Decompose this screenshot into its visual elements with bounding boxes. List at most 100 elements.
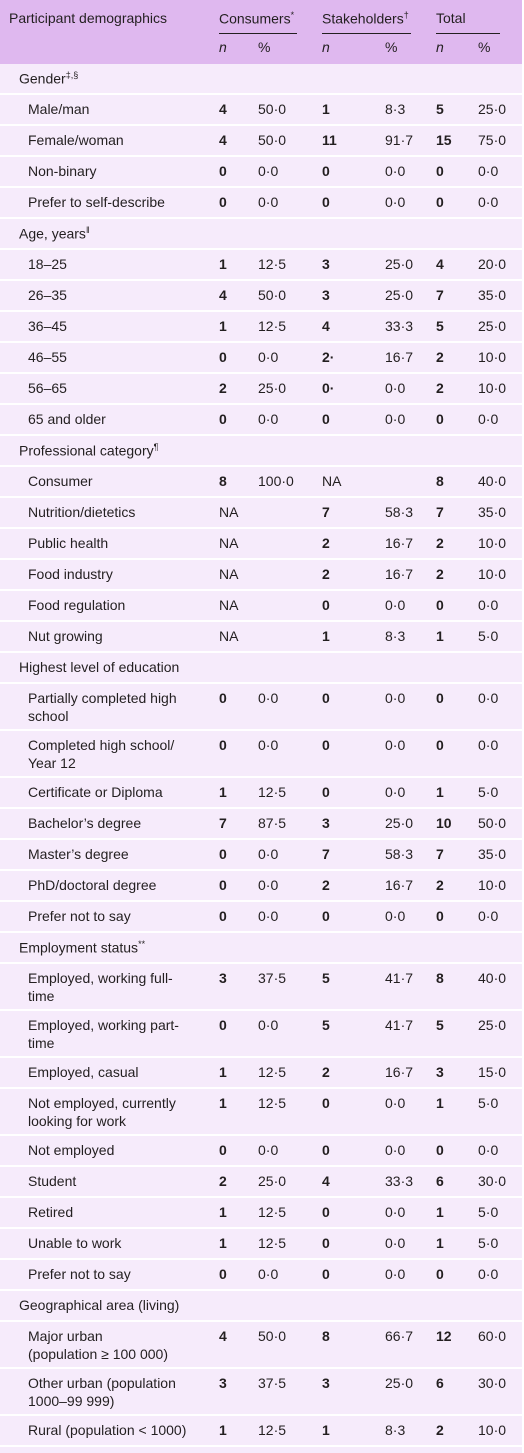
cell: 10·0 <box>478 535 507 551</box>
cell: 5·0 <box>478 1235 499 1251</box>
row-label: 56–65 <box>28 380 67 396</box>
cell: 2 <box>322 535 330 551</box>
cell: 5·0 <box>478 1204 499 1220</box>
section-row: Professional category¶ <box>0 436 522 467</box>
cell: 0·0 <box>385 163 406 179</box>
cell: 25·0 <box>478 318 507 334</box>
row-label: Master’s degree <box>28 846 129 862</box>
cell: 0·0 <box>258 411 279 427</box>
group-rule <box>436 33 500 34</box>
row-label: 46–55 <box>28 349 67 365</box>
cell: 6 <box>436 1375 444 1391</box>
data-row: Certificate or Diploma 1 12·5 0 0·0 1 5·0 <box>0 778 522 809</box>
data-row: Food regulation NA 0 0·0 0 0·0 <box>0 591 522 622</box>
row-label: 1000–99 999) <box>28 1393 115 1409</box>
row-label: Prefer not to say <box>28 1266 131 1282</box>
data-row: 65 and older 0 0·0 0 0·0 0 0·0 <box>0 405 522 436</box>
cell: 0·0 <box>385 690 406 706</box>
cell: 12·5 <box>258 256 287 272</box>
row-label: Unable to work <box>28 1235 122 1251</box>
cell: 12·5 <box>258 784 287 800</box>
cell: 0·0 <box>258 163 279 179</box>
cell: 0 <box>436 597 444 613</box>
cell: 4 <box>219 1328 227 1344</box>
cell: 41·7 <box>385 970 414 986</box>
data-row: Not employed 0 0·0 0 0·0 0 0·0 <box>0 1136 522 1167</box>
data-row: Female/woman 4 50·0 11 91·7 15 75·0 <box>0 126 522 157</box>
data-row: Master’s degree 0 0·0 7 58·3 7 35·0 <box>0 840 522 871</box>
cell: 0·0 <box>258 1017 279 1033</box>
cell: 16·7 <box>385 877 414 893</box>
cell: 91·7 <box>385 132 414 148</box>
cell: 11 <box>322 132 337 148</box>
cell: 0 <box>436 411 444 427</box>
row-label: PhD/doctoral degree <box>28 877 157 893</box>
cell: 16·7 <box>385 566 414 582</box>
group-label: Consumers <box>219 10 291 27</box>
cell: 0·0 <box>478 1142 499 1158</box>
row-label: 36–45 <box>28 318 67 334</box>
cell: 1 <box>436 1204 444 1220</box>
cell: 0·0 <box>478 194 499 210</box>
row-label: Employed, working part- <box>28 1017 179 1033</box>
cell: NA <box>219 504 239 520</box>
cell: 0 <box>322 1266 330 1282</box>
group-header: Stakeholders† <box>322 10 409 27</box>
cell: 0 <box>219 349 227 365</box>
cell: 0·0 <box>385 597 406 613</box>
cell: 2 <box>436 1422 444 1438</box>
cell: 10·0 <box>478 380 507 396</box>
cell: 0 <box>436 1266 444 1282</box>
cell: 25·0 <box>385 287 414 303</box>
cell: NA <box>219 597 239 613</box>
cell: 12·5 <box>258 1422 287 1438</box>
row-label: Retired <box>28 1204 74 1220</box>
cell: 7 <box>436 846 444 862</box>
data-row: PhD/doctoral degree 0 0·0 2 16·7 2 10·0 <box>0 871 522 902</box>
data-row: Bachelor’s degree 7 87·5 3 25·0 10 50·0 <box>0 809 522 840</box>
data-row: Completed high school/Year 12 0 0·0 0 0·0 0 0·… <box>0 731 522 778</box>
cell: 1 <box>322 628 330 644</box>
row-label: Food industry <box>28 566 113 582</box>
cell: 20·0 <box>478 256 507 272</box>
cell: 0 <box>322 908 330 924</box>
cell: 1 <box>322 1422 330 1438</box>
cell: 75·0 <box>478 132 507 148</box>
cell: 8·3 <box>385 101 406 117</box>
cell: 0·0 <box>258 690 279 706</box>
row-label: Nut growing <box>28 628 103 644</box>
cell: 0·0 <box>258 908 279 924</box>
cell: 0·0 <box>385 1095 406 1111</box>
cell: 3 <box>219 970 227 986</box>
data-row: Major urban (population ≥ 100 000) 4 50·0 8 6… <box>0 1322 522 1369</box>
cell: 66·7 <box>385 1328 414 1344</box>
cell: 7 <box>322 846 330 862</box>
cell: 4 <box>219 287 227 303</box>
cell: 4 <box>219 101 227 117</box>
data-row: Employed, working full-time 3 37·5 5 41·7 8 40… <box>0 964 522 1011</box>
row-label: school <box>28 708 69 724</box>
section-label: Age, years <box>19 225 86 242</box>
section-title: Age, years‖ <box>19 225 90 242</box>
cell: 0·0 <box>385 194 406 210</box>
row-label: Bachelor’s degree <box>28 815 142 831</box>
data-row: Public health NA 2 16·7 2 10·0 <box>0 529 522 560</box>
cell: 0·0 <box>385 1142 406 1158</box>
cell: 1 <box>219 1095 227 1111</box>
section-label: Professional category <box>19 442 154 459</box>
section-row: Employment status** <box>0 933 522 964</box>
cell: 2 <box>322 1064 330 1080</box>
table-header: Participant demographics Consumers* Stake… <box>0 0 522 64</box>
cell: 0·0 <box>385 1204 406 1220</box>
section-label: Highest level of education <box>19 659 180 675</box>
cell: 3 <box>322 815 330 831</box>
section-row: Geographical area (living) <box>0 1291 522 1322</box>
cell: 0 <box>219 1017 227 1033</box>
cell: 12·5 <box>258 1064 287 1080</box>
data-row: Prefer to self-describe 0 0·0 0 0·0 0 0·0 <box>0 188 522 219</box>
cell: 0·0 <box>258 846 279 862</box>
cell: 7 <box>436 287 444 303</box>
cell: 37·5 <box>258 1375 287 1391</box>
cell: 10·0 <box>478 1422 507 1438</box>
cell: 0·0 <box>385 737 406 753</box>
